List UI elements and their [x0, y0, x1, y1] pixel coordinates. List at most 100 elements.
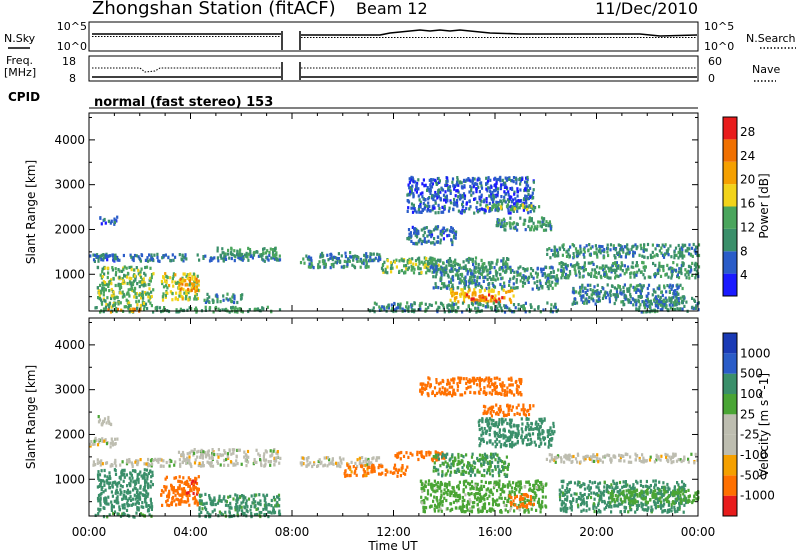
data-cell	[178, 484, 181, 488]
data-cell	[566, 274, 569, 278]
data-cell	[213, 256, 216, 260]
data-cell	[411, 225, 414, 229]
data-cell	[463, 297, 466, 301]
data-cell	[195, 477, 198, 481]
data-cell	[497, 301, 500, 305]
data-cell	[490, 418, 493, 422]
data-cell	[194, 480, 197, 484]
data-cell	[508, 289, 512, 293]
data-cell	[501, 381, 504, 385]
data-cell	[661, 304, 664, 308]
colorbar-segment	[723, 206, 737, 229]
data-cell	[680, 264, 683, 268]
data-cell	[185, 491, 188, 495]
data-cell	[147, 295, 150, 299]
data-cell	[439, 381, 442, 385]
data-cell	[105, 501, 108, 505]
data-cell	[265, 493, 269, 497]
data-cell	[139, 484, 142, 488]
data-cell	[102, 293, 105, 297]
data-cell	[643, 276, 646, 280]
data-cell	[618, 285, 621, 289]
data-cell	[423, 237, 426, 241]
data-cell	[526, 177, 529, 182]
data-cell	[136, 461, 140, 465]
data-cell	[635, 284, 638, 288]
data-cell	[658, 284, 661, 288]
data-cell	[144, 500, 147, 504]
data-cell	[358, 462, 361, 466]
data-cell	[624, 255, 627, 259]
data-cell	[582, 289, 585, 293]
data-cell	[121, 460, 124, 464]
data-cell	[522, 305, 525, 309]
data-cell	[544, 265, 547, 269]
data-cell	[442, 285, 445, 289]
data-cell	[417, 231, 420, 235]
data-cell	[446, 259, 449, 264]
data-cell	[496, 205, 499, 209]
data-cell	[479, 387, 482, 392]
data-cell	[477, 269, 480, 273]
data-cell	[502, 199, 505, 203]
data-cell	[614, 271, 617, 275]
data-cell	[435, 272, 438, 276]
data-cell	[213, 498, 216, 502]
data-cell	[511, 310, 514, 314]
data-cell	[139, 303, 142, 308]
data-cell	[238, 448, 241, 452]
data-cell	[646, 304, 649, 308]
data-cell	[440, 277, 443, 281]
data-cell	[612, 268, 615, 272]
data-cell	[228, 256, 231, 260]
data-cell	[506, 262, 509, 266]
data-cell	[675, 253, 678, 257]
data-cell	[508, 429, 511, 433]
data-cell	[262, 455, 265, 459]
data-cell	[253, 460, 256, 464]
data-cell	[645, 294, 648, 298]
data-cell	[480, 298, 483, 302]
data-cell	[433, 386, 437, 390]
data-cell	[137, 495, 140, 499]
data-cell	[199, 455, 202, 459]
data-cell	[327, 456, 330, 460]
data-cell	[145, 491, 148, 495]
data-cell	[269, 449, 272, 453]
data-cell	[322, 464, 325, 468]
data-cell	[96, 443, 100, 447]
data-cell	[471, 272, 474, 276]
data-cell	[198, 506, 201, 510]
data-cell	[250, 504, 253, 508]
data-cell	[407, 183, 410, 187]
data-cell	[245, 464, 248, 468]
data-cell	[238, 307, 241, 311]
data-cell	[221, 247, 224, 251]
data-cell	[146, 306, 149, 311]
data-cell	[523, 206, 527, 210]
data-cell	[507, 199, 511, 203]
data-cell	[130, 255, 133, 259]
data-cell	[129, 307, 132, 312]
data-cell	[551, 280, 554, 284]
data-cell	[480, 181, 483, 185]
data-cell	[518, 377, 521, 382]
data-cell	[136, 507, 139, 511]
data-cell	[137, 508, 140, 512]
data-cell	[188, 458, 191, 462]
data-cell	[481, 262, 484, 266]
data-cell	[360, 462, 363, 466]
data-cell	[187, 298, 190, 302]
colorbar-segment	[723, 139, 737, 162]
data-cell	[529, 303, 532, 307]
data-cell	[697, 243, 701, 247]
data-cell	[141, 278, 144, 282]
data-cell	[474, 291, 477, 295]
data-cell	[199, 463, 202, 467]
data-cell	[490, 265, 493, 270]
data-cell	[204, 300, 207, 304]
data-cell	[113, 461, 116, 465]
data-cell	[224, 451, 227, 455]
data-cell	[537, 287, 540, 291]
data-cell	[404, 468, 407, 472]
